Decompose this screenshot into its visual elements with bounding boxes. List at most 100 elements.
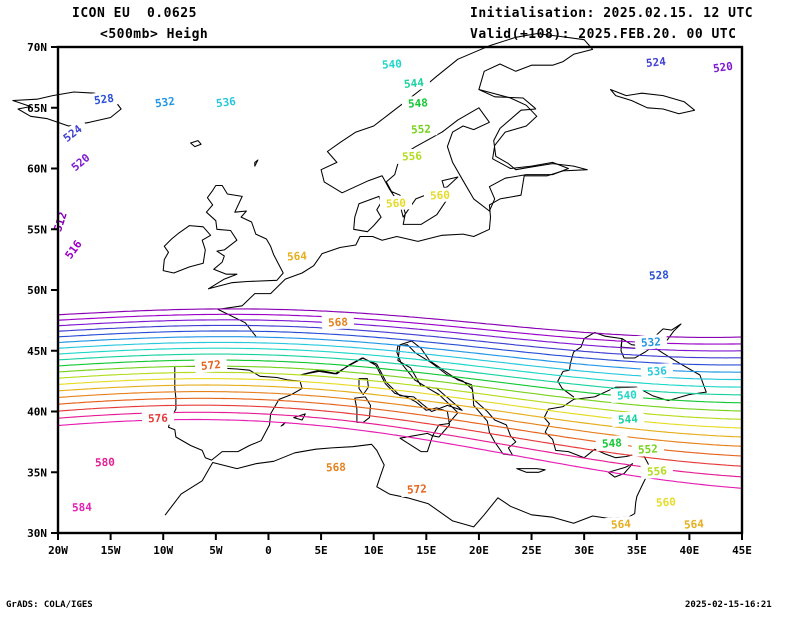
isoline-528	[59, 330, 741, 366]
isoline-label-564: 564	[604, 515, 638, 533]
isoline-label-532: 532	[634, 333, 668, 351]
svg-text:544: 544	[403, 76, 424, 91]
svg-text:528: 528	[93, 92, 114, 108]
coastline	[205, 184, 284, 290]
coastline	[217, 88, 588, 337]
y-tick-label: 70N	[27, 41, 47, 54]
svg-text:560: 560	[386, 196, 407, 210]
isoline-label-540: 540	[375, 55, 409, 73]
isoline-552	[59, 365, 741, 412]
y-tick-label: 65N	[27, 102, 47, 115]
svg-text:532: 532	[154, 95, 175, 111]
coastline	[280, 421, 286, 427]
svg-text:568: 568	[328, 315, 349, 329]
isoline-label-560: 560	[649, 493, 683, 511]
isoline-label-512: 512	[48, 204, 72, 240]
x-tick-label: 15W	[101, 544, 121, 557]
isoline-label-556: 556	[395, 148, 429, 164]
isoline-564	[59, 384, 741, 438]
svg-text:580: 580	[95, 456, 115, 470]
isoline-label-564: 564	[280, 248, 314, 264]
isoline-label-576: 576	[141, 410, 175, 426]
x-tick-label: 5W	[209, 544, 223, 557]
coastline	[162, 225, 212, 274]
isoline-label-552: 552	[404, 121, 438, 137]
x-tick-label: 30E	[574, 544, 594, 557]
isoline-516	[59, 313, 741, 345]
isoline-label-544: 544	[611, 410, 645, 428]
y-tick-label: 60N	[27, 163, 47, 176]
isoline-label-552: 552	[631, 440, 665, 458]
svg-text:560: 560	[656, 495, 677, 509]
coastline	[358, 378, 369, 396]
isoline-572	[59, 397, 741, 457]
svg-text:568: 568	[326, 461, 346, 475]
x-tick-label: 10E	[364, 544, 384, 557]
isoline-576	[59, 404, 741, 467]
coastline	[399, 432, 434, 453]
isoline-540	[59, 347, 741, 388]
x-tick-label: 5E	[314, 544, 327, 557]
svg-text:544: 544	[618, 412, 639, 426]
svg-text:520: 520	[712, 60, 733, 76]
svg-text:572: 572	[200, 358, 221, 373]
y-tick-label: 30N	[27, 527, 47, 540]
model-name-label: ICON EU 0.0625	[72, 6, 197, 21]
isoline-532	[59, 336, 741, 373]
svg-text:528: 528	[649, 268, 670, 282]
isoline-label-544: 544	[397, 74, 431, 92]
svg-text:552: 552	[638, 442, 659, 456]
isoline-label-572: 572	[400, 480, 434, 498]
isoline-label-564: 564	[677, 515, 711, 533]
svg-text:564: 564	[684, 517, 705, 531]
isoline-label-568: 568	[319, 459, 353, 475]
coastline-layer	[12, 33, 707, 528]
isoline-label-520: 520	[706, 57, 740, 77]
coastline	[609, 88, 696, 115]
isoline-label-568: 568	[321, 314, 355, 330]
isoline-label-548: 548	[595, 434, 629, 452]
x-tick-label: 40E	[679, 544, 699, 557]
coastline	[320, 33, 594, 225]
svg-text:576: 576	[148, 412, 169, 426]
isoline-label-540: 540	[610, 386, 644, 404]
svg-text:584: 584	[72, 501, 93, 515]
isoline-label-532: 532	[148, 92, 182, 112]
svg-text:540: 540	[617, 388, 638, 402]
grads-credit-label: GrADS: COLA/IGES	[6, 600, 93, 610]
coastline	[190, 140, 202, 148]
svg-text:512: 512	[51, 210, 70, 233]
isoline-520	[59, 319, 741, 352]
isoline-label-528: 528	[642, 266, 676, 284]
svg-text:540: 540	[382, 57, 403, 71]
coastline	[607, 463, 634, 478]
x-tick-label: 25E	[522, 544, 542, 557]
x-tick-label: 45E	[732, 544, 752, 557]
x-tick-label: 10W	[153, 544, 173, 557]
isoline-label-572: 572	[194, 356, 228, 374]
isoline-512	[59, 308, 741, 338]
coastline	[557, 331, 707, 398]
svg-text:552: 552	[411, 122, 432, 136]
y-tick-label: 45N	[27, 345, 47, 358]
coastline	[12, 91, 122, 127]
x-tick-label: 0	[265, 544, 272, 557]
isoline-524	[59, 324, 741, 359]
svg-text:556: 556	[647, 464, 668, 478]
field-level-label: <500mb> Heigh	[100, 27, 209, 42]
svg-text:524: 524	[645, 55, 666, 70]
coastline	[516, 468, 546, 473]
svg-text:536: 536	[215, 95, 237, 110]
isoline-label-580: 580	[88, 454, 122, 470]
svg-text:556: 556	[402, 149, 423, 163]
svg-text:548: 548	[408, 96, 429, 110]
isoline-label-520: 520	[63, 146, 98, 178]
y-tick-label: 50N	[27, 284, 47, 297]
svg-text:536: 536	[647, 364, 668, 378]
isoline-584	[59, 418, 741, 489]
valid-time-label: Valid(+108): 2025.FEB.20. 00 UTC	[470, 27, 737, 42]
svg-text:560: 560	[430, 188, 451, 202]
isoline-label-560: 560	[423, 187, 457, 203]
